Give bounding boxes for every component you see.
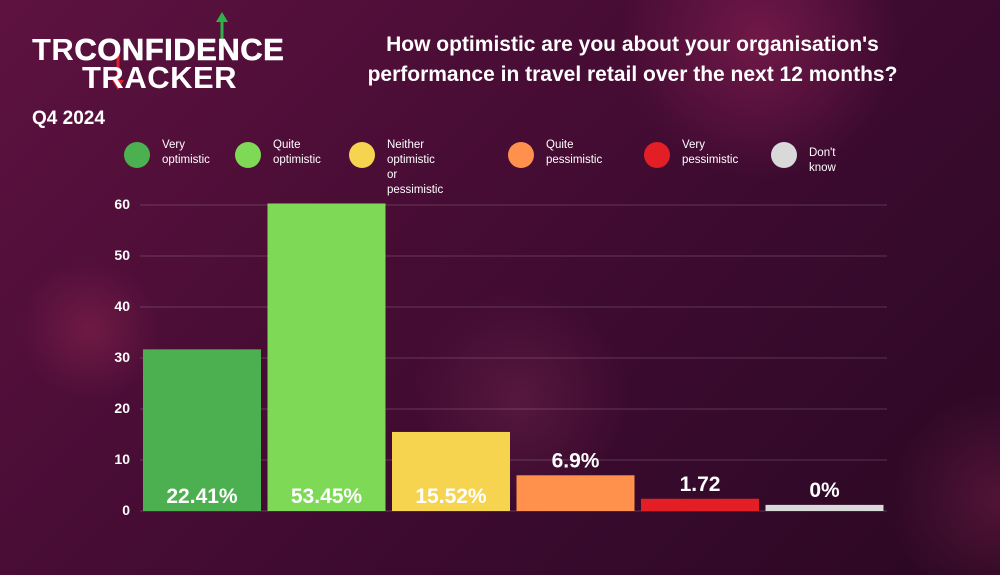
legend-swatch xyxy=(771,142,797,168)
legend-label: Very optimistic xyxy=(162,139,210,166)
legend-swatch xyxy=(235,142,261,168)
legend-swatch xyxy=(124,142,150,168)
confidence-tracker-logo: TRCONFIDENCE TRACKER xyxy=(32,12,285,97)
chart-title-line2: performance in travel retail over the ne… xyxy=(367,63,898,86)
legend-swatch xyxy=(508,142,534,168)
bar-data-label: 1.72 xyxy=(680,473,721,496)
legend-swatch xyxy=(644,142,670,168)
legend-label: Very pessimistic xyxy=(682,139,739,166)
bar-6 xyxy=(765,504,884,511)
up-down-arrows-icon xyxy=(112,12,228,90)
chart-title-line1: How optimistic are you about your organi… xyxy=(386,33,879,56)
bar-data-label: 22.41% xyxy=(166,485,238,508)
logo-line1: CONFIDENCE xyxy=(74,32,285,67)
legend-label: Quite pessimistic xyxy=(546,139,603,166)
logo-line2: TRACKER xyxy=(82,60,238,95)
logo-tr: TR xyxy=(32,32,75,67)
legend-swatch xyxy=(349,142,375,168)
legend-label: Quite optimistic xyxy=(273,139,321,166)
chart-title: How optimistic are you about your organi… xyxy=(300,30,965,90)
y-tick-label: 40 xyxy=(114,298,130,314)
bar-5 xyxy=(641,498,759,511)
y-tick-label: 10 xyxy=(114,451,130,467)
bar-4 xyxy=(516,475,635,511)
bar-data-label: 15.52% xyxy=(415,485,487,508)
y-tick-label: 30 xyxy=(114,349,130,365)
bar-data-label: 6.9% xyxy=(552,449,600,472)
legend-label: Neither optimistic or pessimistic xyxy=(387,139,444,196)
bar-1 xyxy=(143,349,261,511)
y-tick-label: 0 xyxy=(122,502,130,518)
bar-data-label: 53.45% xyxy=(291,485,363,508)
bar-data-label: 0% xyxy=(809,479,840,502)
quarter-label: Q4 2024 xyxy=(32,108,105,129)
legend-label: Don't know xyxy=(809,147,836,174)
bar-2 xyxy=(267,203,386,511)
y-tick-label: 20 xyxy=(114,400,130,416)
bar-3 xyxy=(392,431,510,511)
y-tick-label: 50 xyxy=(114,247,130,263)
y-tick-label: 60 xyxy=(114,196,130,212)
